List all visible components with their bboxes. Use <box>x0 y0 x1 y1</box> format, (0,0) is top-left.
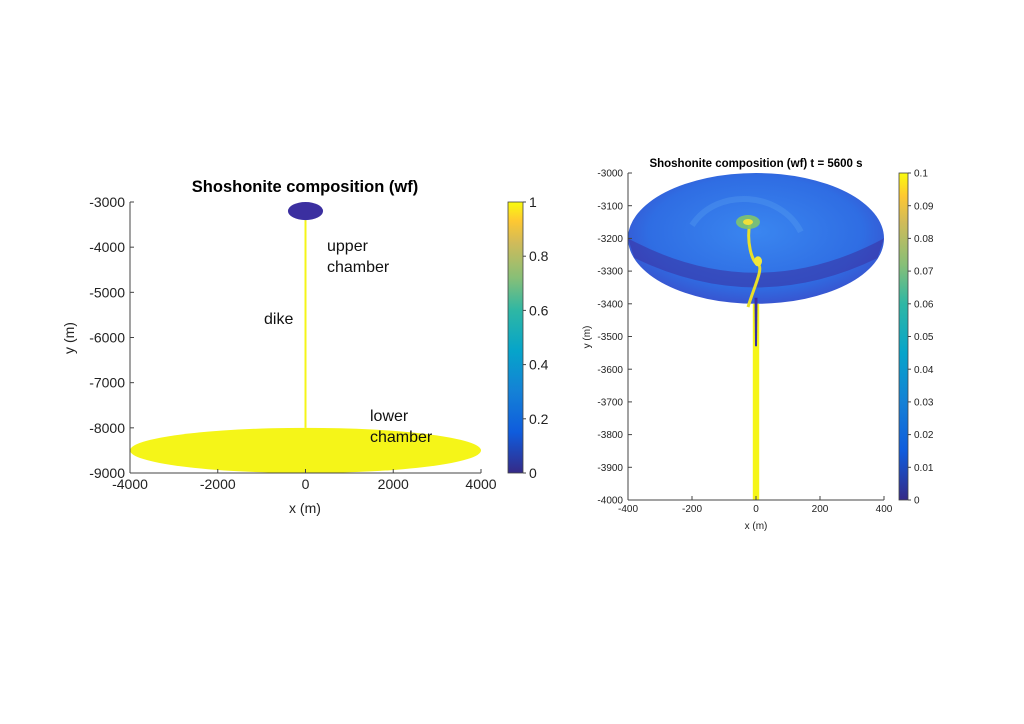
right-y-tick-label: -3600 <box>597 365 623 376</box>
left-y-tick-label: -8000 <box>89 420 125 436</box>
left-colorbar-tick-label: 0.2 <box>529 411 549 427</box>
left-colorbar-tick-label: 1 <box>529 194 537 210</box>
right-y-tick-label: -3300 <box>597 267 623 278</box>
right-colorbar: 0 0.01 0.02 0.03 0.04 0.05 0.06 0.07 0.08 0.09 0.1 <box>898 169 934 507</box>
right-colorbar-tick-label: 0.05 <box>914 332 934 343</box>
plume-bulb <box>754 256 762 267</box>
right-y-tick-label: -3800 <box>597 430 623 441</box>
right-y-tick-label: -4000 <box>597 496 623 507</box>
dike-label: dike <box>264 311 293 328</box>
upper-chamber-label-line: chamber <box>327 259 390 276</box>
right-colorbar-tick-label: 0.07 <box>914 267 934 278</box>
left-chart-title: Shoshonite composition (wf) <box>192 178 418 196</box>
right-colorbar-tick-label: 0.02 <box>914 430 934 441</box>
right-colorbar-tick-label: 0.01 <box>914 463 934 474</box>
right-colorbar-tick-label: 0.06 <box>914 299 934 310</box>
right-colorbar-tick-label: 0.09 <box>914 201 934 212</box>
right-plot-regions <box>628 173 884 500</box>
left-x-tick-label: 4000 <box>465 476 496 492</box>
left-x-tick-label: 0 <box>302 476 310 492</box>
chamber-floor-layer <box>628 238 884 288</box>
left-colorbar: 0 0.2 0.4 0.6 0.8 1 <box>507 194 549 481</box>
left-colorbar-tick-label: 0.4 <box>529 357 549 373</box>
plume-core <box>743 219 753 226</box>
left-x-tick-label: -4000 <box>112 476 148 492</box>
right-x-tick-label: -400 <box>618 504 638 515</box>
left-y-tick-label: -5000 <box>89 284 125 300</box>
mixing-swirl <box>689 195 804 234</box>
right-colorbar-tick-label: 0.03 <box>914 398 934 409</box>
lower-chamber-label: lower chamber <box>370 408 433 446</box>
left-y-tick-label: -6000 <box>89 330 125 346</box>
right-y-tick-label: -3900 <box>597 463 623 474</box>
upper-chamber-label-line: upper <box>327 238 369 255</box>
right-x-tick-label: 200 <box>812 504 829 515</box>
right-y-tick-label: -3700 <box>597 398 623 409</box>
left-y-tick-label: -9000 <box>89 465 125 481</box>
left-colorbar-tick-label: 0 <box>529 465 537 481</box>
left-x-axis-label: x (m) <box>289 500 321 516</box>
left-x-tick-label: -2000 <box>200 476 236 492</box>
right-colorbar-tick-label: 0.1 <box>914 169 928 180</box>
right-chart: Shoshonite composition (wf) t = 5600 s -… <box>582 158 934 532</box>
right-y-tick-label: -3200 <box>597 234 623 245</box>
left-y-tick-label: -7000 <box>89 375 125 391</box>
left-x-tick-label: 2000 <box>378 476 409 492</box>
right-x-tick-label: -200 <box>682 504 702 515</box>
left-chart: Shoshonite composition (wf) -4000 -2000 0 2… <box>61 178 549 516</box>
dike-intrusion <box>754 297 758 347</box>
right-y-tick-label: -3500 <box>597 332 623 343</box>
right-x-axis-label: x (m) <box>745 521 768 532</box>
right-axes: -400 -200 0 200 400 -3000 -3100 -3200 -3300 -3400… <box>597 169 892 515</box>
right-y-tick-label: -3100 <box>597 201 623 212</box>
lower-chamber-label-line: chamber <box>370 429 433 446</box>
left-colorbar-scale <box>507 201 524 474</box>
right-chart-title: Shoshonite composition (wf) t = 5600 s <box>649 158 862 170</box>
right-colorbar-tick-label: 0.08 <box>914 234 934 245</box>
upper-chamber <box>287 202 324 221</box>
left-y-axis-label: y (m) <box>61 322 77 354</box>
right-colorbar-tick-label: 0 <box>914 496 920 507</box>
upper-chamber-label: upper chamber <box>327 238 390 276</box>
right-y-axis-label: y (m) <box>582 326 593 349</box>
dike-label-line: dike <box>264 311 293 328</box>
lower-chamber <box>130 427 481 473</box>
lower-chamber-label-line: lower <box>370 408 409 425</box>
left-axes: -4000 -2000 0 2000 4000 -3000 -4000 -5000 -6000 -… <box>89 194 497 492</box>
left-colorbar-tick-label: 0.6 <box>529 302 549 318</box>
left-y-tick-label: -3000 <box>89 194 125 210</box>
left-colorbar-tick-label: 0.8 <box>529 248 549 264</box>
right-colorbar-scale <box>898 172 909 501</box>
right-y-tick-label: -3000 <box>597 169 623 180</box>
right-y-tick-label: -3400 <box>597 299 623 310</box>
left-plot-regions <box>130 202 481 473</box>
right-x-tick-label: 0 <box>753 504 759 515</box>
dike-conduit <box>752 303 760 500</box>
left-region-labels: upper chamber dike lower chamber <box>264 238 433 446</box>
left-y-tick-label: -4000 <box>89 239 125 255</box>
right-colorbar-tick-label: 0.04 <box>914 365 934 376</box>
right-x-tick-label: 400 <box>876 504 893 515</box>
